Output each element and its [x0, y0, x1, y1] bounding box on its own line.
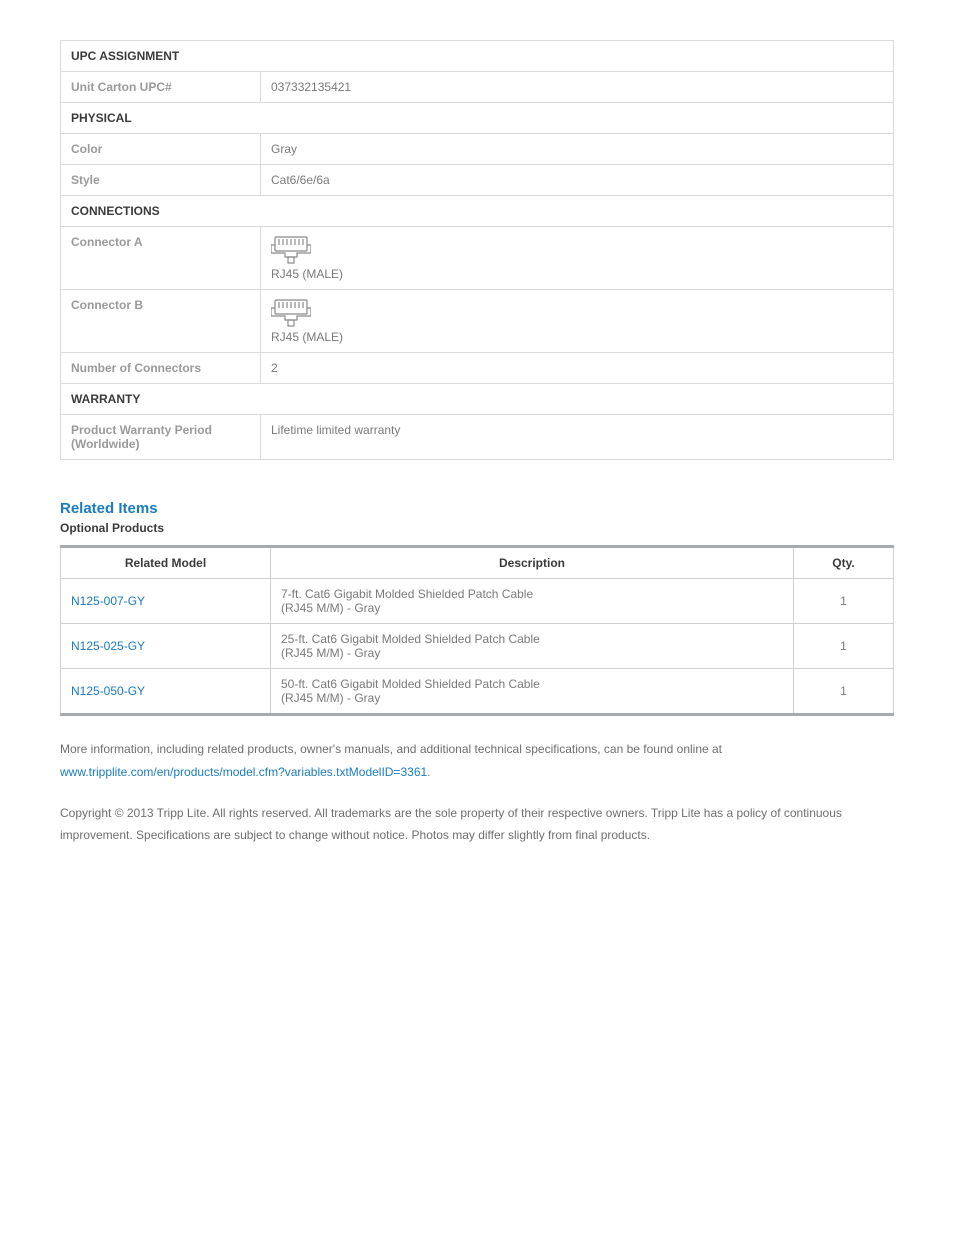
spec-label: Color: [61, 134, 261, 165]
period: .: [427, 765, 430, 779]
col-desc: Description: [271, 547, 794, 579]
table-row: N125-025-GY 25-ft. Cat6 Gigabit Molded Sh…: [61, 624, 894, 669]
spec-section-header: PHYSICAL: [61, 103, 894, 134]
spec-value: 037332135421: [261, 72, 894, 103]
more-info-link[interactable]: www.tripplite.com/en/products/model.cfm?…: [60, 765, 427, 779]
connector-label: RJ45 (MALE): [271, 330, 343, 344]
spec-value: Cat6/6e/6a: [261, 165, 894, 196]
related-desc: 7-ft. Cat6 Gigabit Molded Shielded Patch…: [271, 579, 794, 624]
spec-section-header: WARRANTY: [61, 384, 894, 415]
table-row: N125-007-GY 7-ft. Cat6 Gigabit Molded Shi…: [61, 579, 894, 624]
spec-value: RJ45 (MALE): [261, 290, 894, 353]
related-model-link[interactable]: N125-007-GY: [71, 594, 145, 608]
rj45-icon: [271, 235, 311, 265]
spec-label: Style: [61, 165, 261, 196]
spec-label: Connector A: [61, 227, 261, 290]
spec-label: Product Warranty Period (Worldwide): [61, 415, 261, 460]
spec-value: 2: [261, 353, 894, 384]
spec-value: Lifetime limited warranty: [261, 415, 894, 460]
col-model: Related Model: [61, 547, 271, 579]
more-info: More information, including related prod…: [60, 738, 894, 784]
rj45-icon: [271, 298, 311, 328]
more-info-text: More information, including related prod…: [60, 742, 722, 756]
spec-value: RJ45 (MALE): [261, 227, 894, 290]
optional-products-label: Optional Products: [60, 521, 894, 535]
spec-table: UPC ASSIGNMENTUnit Carton UPC#0373321354…: [60, 40, 894, 460]
related-desc: 50-ft. Cat6 Gigabit Molded Shielded Patc…: [271, 669, 794, 715]
spec-label: Number of Connectors: [61, 353, 261, 384]
copyright: Copyright © 2013 Tripp Lite. All rights …: [60, 802, 894, 848]
related-model-link[interactable]: N125-025-GY: [71, 639, 145, 653]
spec-label: Unit Carton UPC#: [61, 72, 261, 103]
spec-section-header: CONNECTIONS: [61, 196, 894, 227]
related-items-heading: Related Items: [60, 500, 894, 517]
spec-section-header: UPC ASSIGNMENT: [61, 41, 894, 72]
related-qty: 1: [794, 669, 894, 715]
col-qty: Qty.: [794, 547, 894, 579]
related-qty: 1: [794, 624, 894, 669]
connector-label: RJ45 (MALE): [271, 267, 343, 281]
related-qty: 1: [794, 579, 894, 624]
spec-label: Connector B: [61, 290, 261, 353]
spec-value: Gray: [261, 134, 894, 165]
related-desc: 25-ft. Cat6 Gigabit Molded Shielded Patc…: [271, 624, 794, 669]
related-table: Related Model Description Qty. N125-007-…: [60, 545, 894, 716]
table-row: N125-050-GY 50-ft. Cat6 Gigabit Molded Sh…: [61, 669, 894, 715]
related-model-link[interactable]: N125-050-GY: [71, 684, 145, 698]
